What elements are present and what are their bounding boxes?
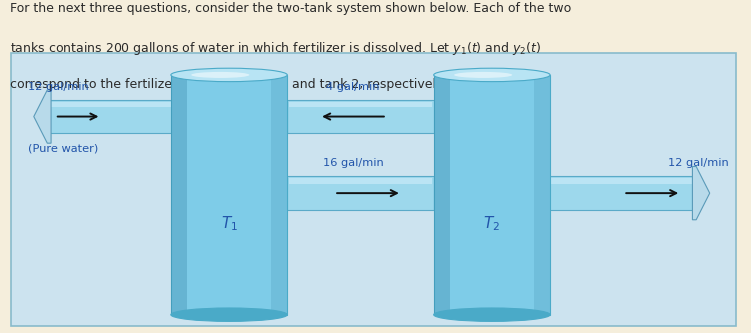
Text: tanks contains 200 gallons of water in which fertilizer is dissolved. Let $y_1(t: tanks contains 200 gallons of water in w… — [10, 40, 541, 57]
Text: correspond to the fertilizer content in tank 1 and tank 2, respectively.: correspond to the fertilizer content in … — [10, 78, 445, 91]
Text: $T_2$: $T_2$ — [484, 214, 500, 233]
Bar — [434, 75, 550, 315]
Bar — [171, 75, 287, 315]
Text: 16 gal/min: 16 gal/min — [323, 158, 383, 168]
Ellipse shape — [454, 72, 512, 78]
Bar — [436, 178, 693, 184]
Ellipse shape — [171, 68, 287, 82]
Bar — [288, 102, 433, 107]
Bar — [50, 102, 285, 107]
Ellipse shape — [171, 308, 287, 321]
Bar — [434, 176, 695, 210]
Bar — [288, 178, 433, 184]
Bar — [287, 100, 434, 133]
Text: 4 gal/min: 4 gal/min — [326, 82, 380, 92]
Ellipse shape — [434, 308, 550, 321]
Ellipse shape — [434, 68, 550, 82]
Ellipse shape — [192, 72, 249, 78]
Bar — [534, 75, 550, 315]
Text: $T_1$: $T_1$ — [221, 214, 237, 233]
Bar — [171, 75, 187, 315]
Bar — [434, 75, 450, 315]
Text: 12 gal/min: 12 gal/min — [28, 82, 89, 92]
Bar — [287, 176, 434, 210]
Polygon shape — [34, 90, 51, 143]
Bar — [271, 75, 287, 315]
Text: For the next three questions, consider the two-tank system shown below. Each of : For the next three questions, consider t… — [10, 2, 571, 15]
Text: 12 gal/min: 12 gal/min — [668, 158, 728, 168]
Text: (Pure water): (Pure water) — [28, 143, 98, 153]
Bar — [49, 100, 287, 133]
FancyBboxPatch shape — [11, 53, 736, 326]
Polygon shape — [692, 166, 710, 220]
